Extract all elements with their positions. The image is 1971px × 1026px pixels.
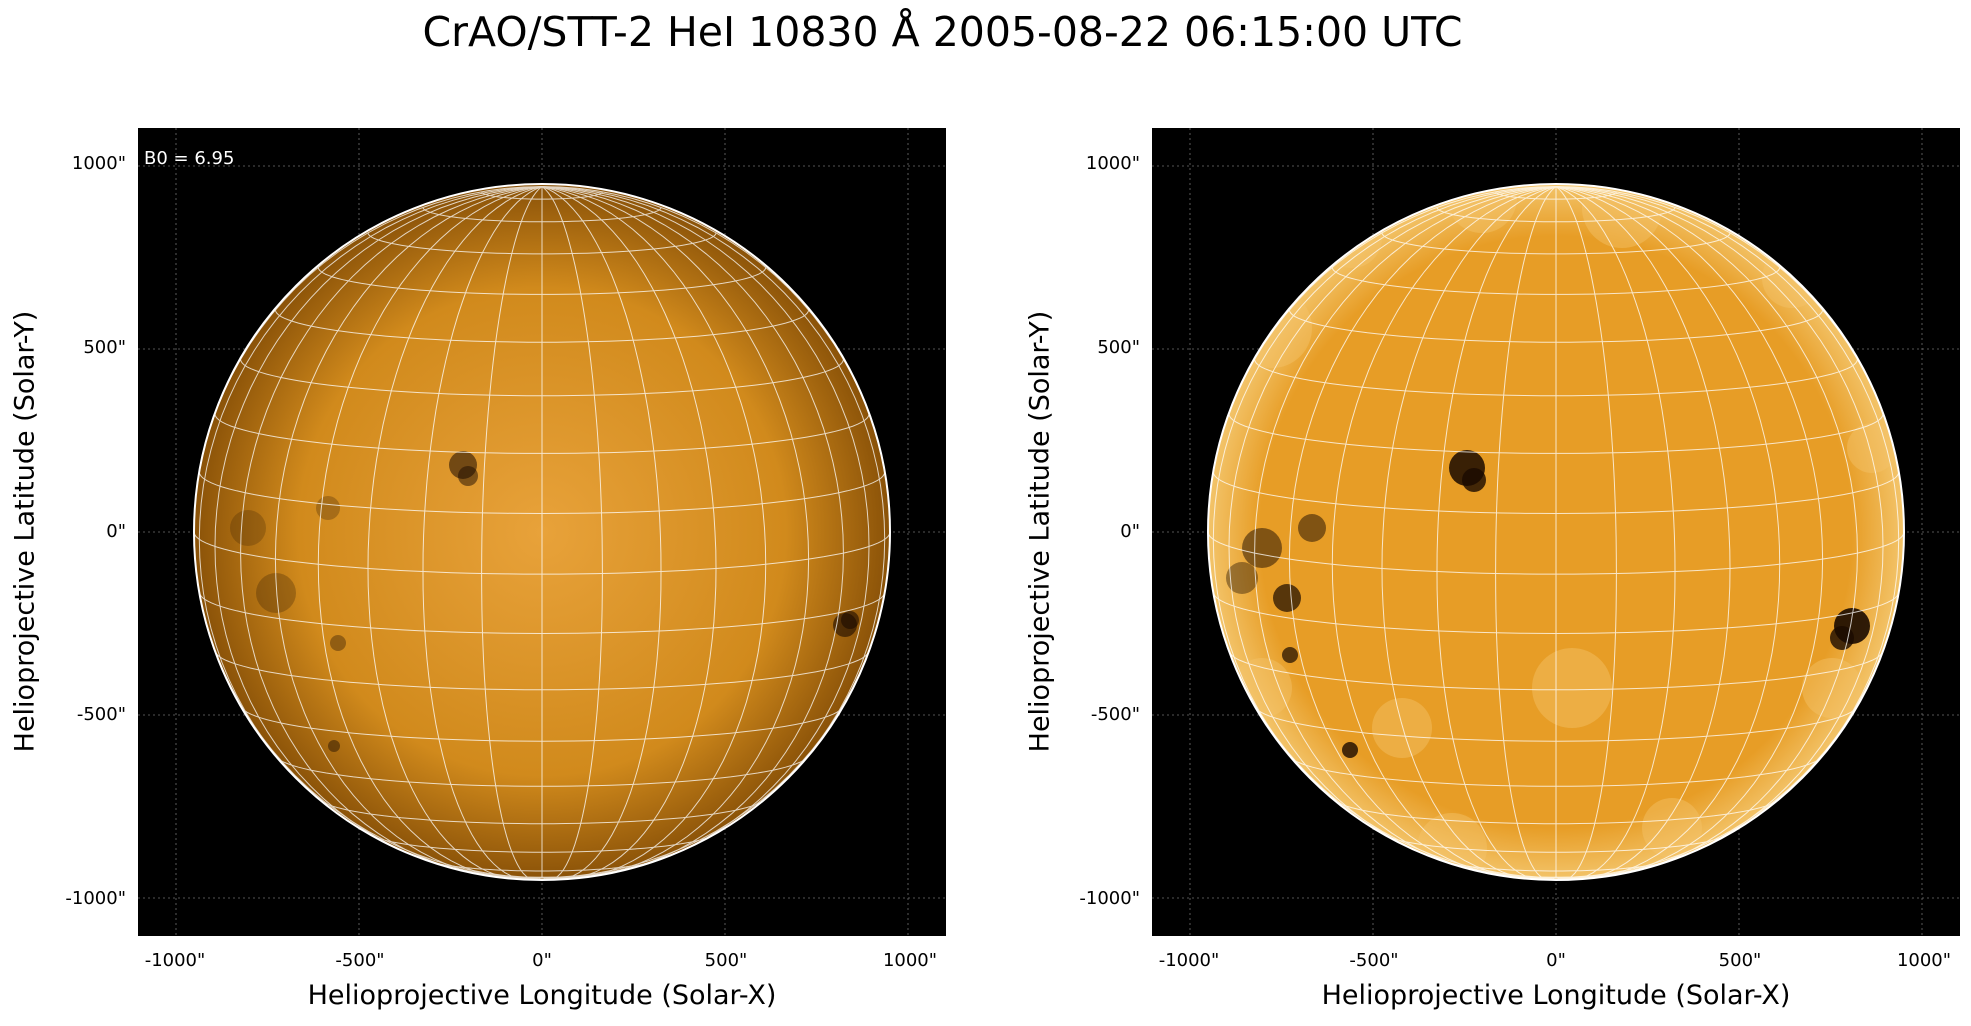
solar-limb (193, 183, 891, 881)
left-x-tick-neg500: -500" (335, 950, 385, 971)
right-x-axis-label: Helioprojective Longitude (Solar-X) (1321, 980, 1791, 1011)
left-y-tick-neg1000: -1000" (65, 888, 126, 909)
right-x-tick-1000: 1000" (1896, 950, 1952, 971)
left-x-tick-1000: 1000" (882, 950, 938, 971)
left-x-axis-label: Helioprojective Longitude (Solar-X) (307, 980, 777, 1011)
b0-annotation: B0 = 6.95 (144, 148, 235, 169)
left-solar-disk (138, 128, 946, 936)
left-x-tick-0: 0" (532, 950, 552, 971)
left-y-tick-neg500: -500" (76, 704, 126, 725)
right-y-tick-neg500: -500" (1090, 704, 1140, 725)
left-solar-image-panel: B0 = 6.95 (138, 128, 946, 936)
solar-limb (1207, 183, 1905, 881)
right-x-tick-500: 500" (1718, 950, 1762, 971)
right-y-tick-500: 500" (1097, 337, 1140, 358)
left-y-tick-500: 500" (83, 337, 126, 358)
right-x-tick-0: 0" (1546, 950, 1566, 971)
right-y-tick-0: 0" (1120, 521, 1140, 542)
right-solar-disk (1152, 128, 1960, 936)
figure-title: CrAO/STT-2 HeI 10830 Å 2005-08-22 06:15:… (422, 8, 1463, 56)
right-y-tick-1000: 1000" (1085, 153, 1140, 174)
left-y-tick-1000: 1000" (71, 153, 126, 174)
solar-features (230, 451, 859, 752)
right-x-tick-neg1000: -1000" (1158, 950, 1220, 971)
left-x-tick-500: 500" (704, 950, 748, 971)
right-x-tick-neg500: -500" (1349, 950, 1399, 971)
right-solar-image-panel (1152, 128, 1960, 936)
left-y-tick-0: 0" (106, 521, 126, 542)
right-y-tick-neg1000: -1000" (1079, 888, 1140, 909)
left-x-tick-neg1000: -1000" (144, 950, 206, 971)
